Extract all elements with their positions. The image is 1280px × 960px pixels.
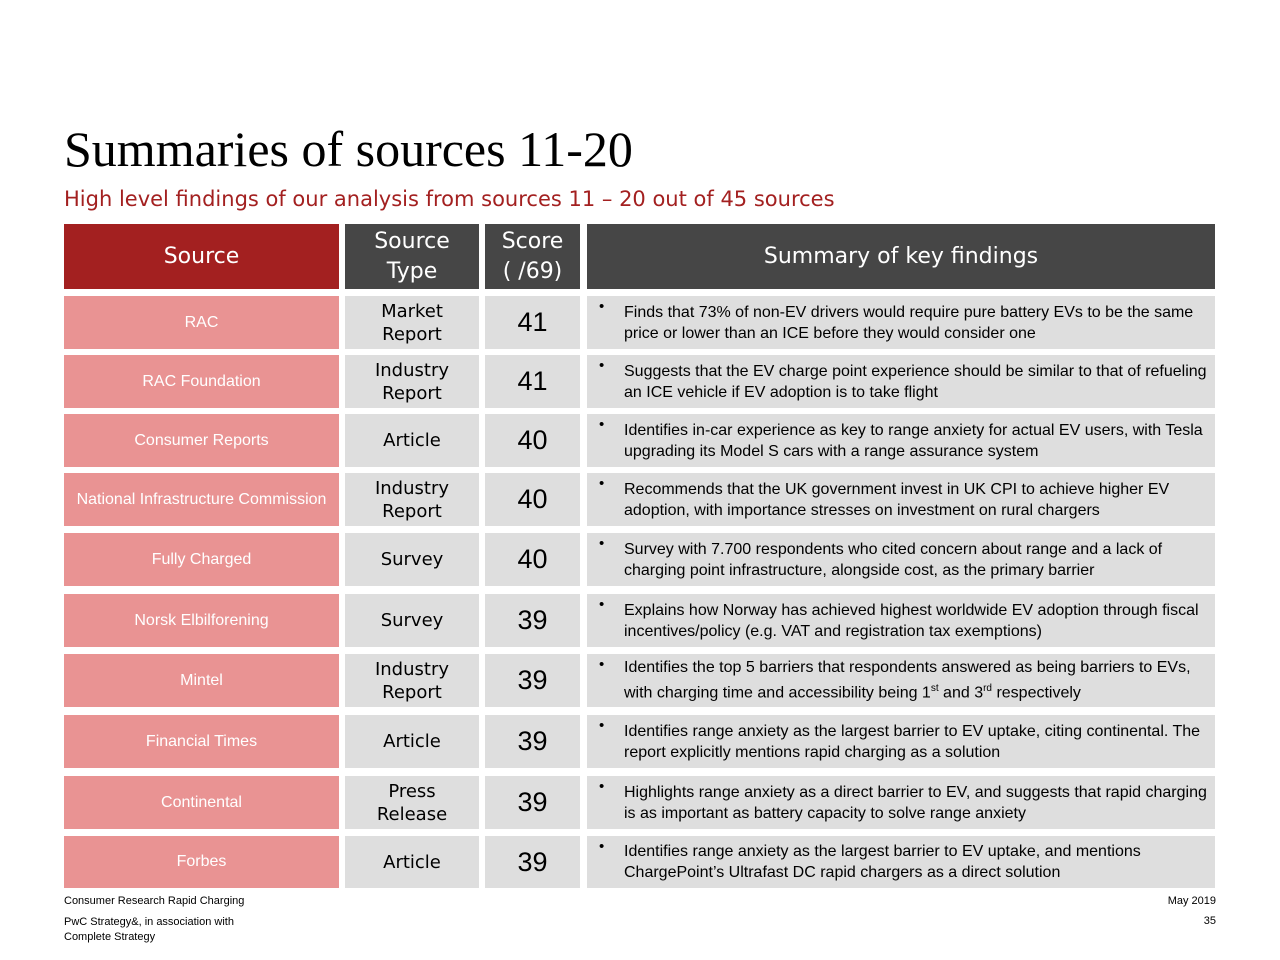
summary-cell: • Identifies the top 5 barriers that res…	[587, 654, 1215, 707]
bullet-icon: •	[599, 357, 605, 374]
summary-cell: • Identifies in-car experience as key to…	[587, 414, 1215, 467]
score-cell: 41	[485, 296, 580, 349]
header-source: Source	[64, 224, 339, 289]
source-cell: Continental	[64, 776, 339, 829]
score-cell: 40	[485, 414, 580, 467]
header-summary: Summary of key findings	[587, 224, 1215, 289]
page-subtitle: High level findings of our analysis from…	[64, 187, 835, 211]
source-cell: RAC Foundation	[64, 355, 339, 408]
source-type-cell: Industry Report	[345, 355, 479, 408]
summary-cell: • Recommends that the UK government inve…	[587, 473, 1215, 526]
source-type-line1: Press	[388, 780, 436, 802]
footer-firm-line1: PwC Strategy&, in association with	[64, 916, 234, 928]
source-type-line1: Article	[383, 851, 441, 873]
source-type-cell: Industry Report	[345, 473, 479, 526]
score-cell: 39	[485, 715, 580, 768]
source-type-line1: Survey	[380, 610, 444, 631]
ordinal-suffix: rd	[983, 683, 992, 695]
summary-text-part: respectively	[992, 684, 1081, 702]
footer-date: May 2019	[1167, 895, 1216, 907]
source-type-cell: Press Release	[345, 776, 479, 829]
source-type-cell: Article	[345, 414, 479, 467]
bullet-icon: •	[599, 535, 605, 552]
bullet-icon: •	[599, 656, 605, 673]
summary-cell: • Identifies range anxiety as the larges…	[587, 836, 1215, 888]
score-cell: 40	[485, 533, 580, 586]
summary-cell: • Highlights range anxiety as a direct b…	[587, 776, 1215, 829]
bullet-icon: •	[599, 717, 605, 734]
source-cell: Mintel	[64, 654, 339, 707]
bullet-icon: •	[599, 298, 605, 315]
bullet-icon: •	[599, 475, 605, 492]
header-score-line2: ( /69)	[502, 258, 563, 284]
score-cell: 39	[485, 776, 580, 829]
score-cell: 39	[485, 836, 580, 888]
summary-cell: • Identifies range anxiety as the larges…	[587, 715, 1215, 768]
source-cell: Consumer Reports	[64, 414, 339, 467]
summary-text: Survey with 7.700 respondents who cited …	[624, 540, 1163, 579]
header-score: Score ( /69)	[485, 224, 580, 289]
source-type-line1: Market	[381, 300, 443, 322]
score-cell: 39	[485, 594, 580, 647]
source-type-cell: Survey	[345, 533, 479, 586]
source-type-line2: Report	[382, 382, 442, 404]
summary-text: Recommends that the UK government invest…	[624, 480, 1170, 519]
source-cell: Forbes	[64, 836, 339, 888]
header-source-type-line1: Source	[374, 228, 450, 254]
header-source-type: Source Type	[345, 224, 479, 289]
score-cell: 41	[485, 355, 580, 408]
bullet-icon: •	[599, 416, 605, 433]
source-type-line1: Industry	[374, 477, 450, 499]
source-type-line2: Report	[382, 500, 442, 522]
summary-text-part: Identifies the top 5 barriers that respo…	[624, 659, 1191, 702]
header-score-line1: Score	[501, 228, 564, 254]
source-cell: RAC	[64, 296, 339, 349]
bullet-icon: •	[599, 596, 605, 613]
summary-text-part: and 3	[938, 684, 984, 702]
summary-cell: • Survey with 7.700 respondents who cite…	[587, 533, 1215, 586]
summary-text: Suggests that the EV charge point experi…	[624, 362, 1207, 401]
bullet-icon: •	[599, 838, 605, 855]
footer-doc-name: Consumer Research Rapid Charging	[64, 895, 245, 907]
summary-text: Identifies in-car experience as key to r…	[624, 421, 1203, 460]
source-type-cell: Article	[345, 715, 479, 768]
source-cell: National Infrastructure Commission	[64, 473, 339, 526]
page-number: 35	[1203, 915, 1216, 927]
summary-text: Identifies the top 5 barriers that respo…	[624, 657, 1207, 703]
score-cell: 40	[485, 473, 580, 526]
source-type-line1: Article	[383, 430, 441, 451]
summary-text: Identifies range anxiety as the largest …	[624, 843, 1141, 881]
summary-text: Identifies range anxiety as the largest …	[624, 722, 1201, 761]
source-cell: Financial Times	[64, 715, 339, 768]
source-type-cell: Industry Report	[345, 654, 479, 707]
source-type-line1: Survey	[380, 549, 444, 570]
footer-firm-line2: Complete Strategy	[64, 931, 156, 943]
source-type-cell: Article	[345, 836, 479, 888]
source-type-line2: Report	[382, 323, 442, 345]
footer-firm: PwC Strategy&, in association with Comple…	[64, 915, 234, 945]
summary-cell: • Explains how Norway has achieved highe…	[587, 594, 1215, 647]
source-type-line2: Report	[382, 681, 442, 703]
summary-text: Finds that 73% of non-EV drivers would r…	[624, 303, 1194, 342]
source-type-line2: Release	[376, 803, 448, 825]
source-type-line1: Industry	[374, 359, 450, 381]
summary-cell: • Suggests that the EV charge point expe…	[587, 355, 1215, 408]
source-cell: Norsk Elbilforening	[64, 594, 339, 647]
source-type-cell: Survey	[345, 594, 479, 647]
summary-text: Explains how Norway has achieved highest…	[624, 601, 1199, 640]
score-cell: 39	[485, 654, 580, 707]
source-type-line1: Industry	[374, 658, 450, 680]
bullet-icon: •	[599, 778, 605, 795]
source-type-line1: Article	[383, 731, 441, 752]
source-cell: Fully Charged	[64, 533, 339, 586]
source-type-cell: Market Report	[345, 296, 479, 349]
summary-cell: • Finds that 73% of non-EV drivers would…	[587, 296, 1215, 349]
page-title: Summaries of sources 11-20	[64, 121, 633, 177]
summary-text: Highlights range anxiety as a direct bar…	[624, 783, 1207, 822]
ordinal-suffix: st	[930, 683, 939, 695]
header-source-type-line2: Type	[386, 258, 438, 284]
